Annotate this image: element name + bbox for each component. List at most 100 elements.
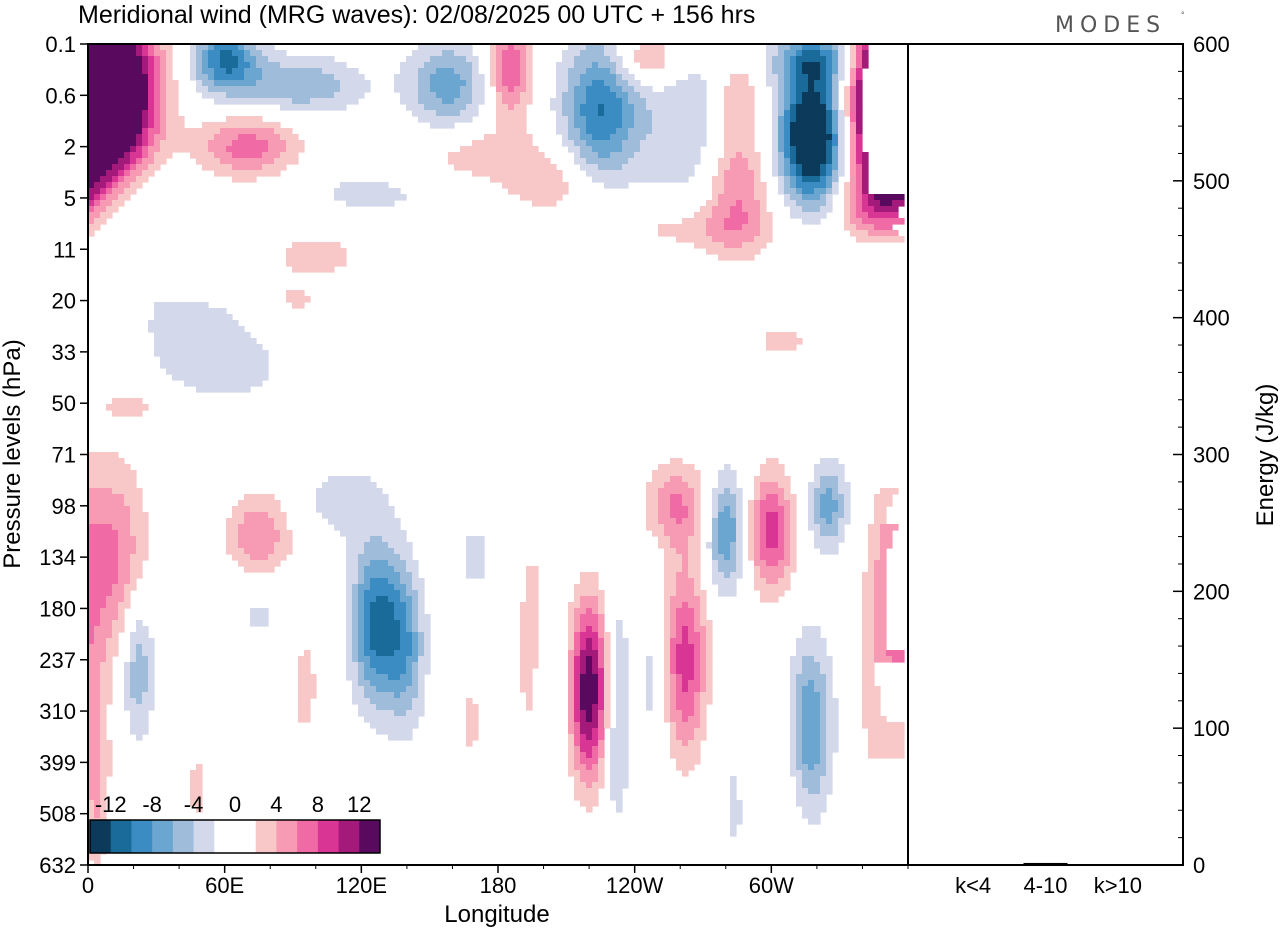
contour-cell (256, 134, 281, 141)
contour-cell (790, 98, 797, 105)
contour-cell (790, 164, 797, 171)
contour-cell (160, 80, 167, 87)
contour-cell (490, 74, 497, 81)
contour-cell (358, 656, 371, 663)
contour-cell (88, 110, 143, 117)
contour-cell (724, 146, 755, 153)
contour-cell (754, 494, 761, 501)
contour-cell (844, 506, 851, 513)
contour-cell (712, 536, 719, 543)
contour-cell (124, 152, 131, 159)
contour-cell (628, 128, 653, 135)
contour-cell (520, 644, 539, 651)
contour-cell (496, 122, 527, 129)
contour-cell (502, 182, 569, 189)
contour-cell (136, 644, 143, 651)
contour-cell (514, 44, 527, 51)
contour-cell (802, 776, 821, 783)
contour-cell (352, 614, 359, 621)
contour-cell (166, 128, 221, 135)
contour-cell (850, 74, 857, 81)
contour-cell (88, 794, 101, 801)
contour-cell (400, 692, 419, 699)
contour-cell (784, 158, 791, 165)
contour-cell (574, 656, 581, 663)
contour-cell (748, 536, 755, 543)
contour-cell (490, 56, 497, 63)
contour-cell (676, 644, 695, 651)
contour-cell (832, 128, 839, 135)
colorbar: -12 -8 -4 0 4 8 12 (89, 792, 381, 854)
contour-cell (94, 860, 101, 865)
contour-cell (346, 554, 359, 561)
contour-cell (250, 554, 269, 561)
contour-cell (760, 212, 773, 219)
contour-cell (136, 50, 143, 57)
contour-cell (88, 662, 101, 669)
contour-cell (616, 686, 629, 693)
contour-cell (850, 122, 857, 129)
contour-cell (490, 62, 497, 69)
contour-cell (610, 752, 629, 759)
contour-cell (574, 110, 581, 117)
contour-cell (682, 602, 689, 609)
contour-cell (790, 74, 797, 81)
contour-cell (466, 536, 485, 543)
contour-cell (736, 506, 743, 513)
y-axis-label: Pressure levels (hPa) (0, 339, 26, 568)
contour-cell (754, 512, 761, 519)
contour-cell (856, 182, 863, 189)
contour-cell (88, 686, 101, 693)
contour-cell (88, 176, 101, 183)
contour-cell (322, 68, 359, 75)
contour-cell (502, 98, 521, 105)
contour-cell (826, 164, 833, 171)
colorbar-swatch (255, 820, 277, 853)
contour-cell (820, 722, 827, 729)
contour-cell (730, 830, 737, 837)
contour-cell (460, 110, 479, 117)
contour-cell (520, 662, 539, 669)
contour-cell (94, 626, 113, 633)
contour-cell (844, 218, 851, 225)
contour-cell (520, 50, 527, 57)
contour-cell (682, 770, 689, 777)
contour-cell (712, 236, 755, 243)
contour-cell (868, 752, 905, 759)
contour-cell (580, 632, 599, 639)
contour-cell (790, 704, 797, 711)
contour-cell (598, 638, 605, 645)
contour-cell (154, 308, 227, 315)
contour-cell (658, 464, 695, 471)
contour-cell (664, 704, 671, 711)
contour-cell (352, 686, 365, 693)
contour-cell (694, 530, 701, 537)
contour-cell (340, 530, 407, 537)
contour-cell (706, 626, 713, 633)
contour-cell (238, 62, 251, 69)
contour-cell (418, 602, 425, 609)
contour-cell (856, 74, 863, 81)
contour-cell (88, 560, 119, 567)
contour-cell (208, 44, 215, 51)
contour-cell (772, 158, 779, 165)
contour-cell (472, 80, 485, 87)
contour-cell (826, 728, 839, 735)
contour-cell (472, 68, 479, 75)
contour-cell (598, 602, 605, 609)
contour-cell (574, 704, 581, 711)
contour-cell (862, 170, 869, 177)
contour-cell (700, 596, 707, 603)
contour-cell (814, 680, 827, 687)
contour-cell (388, 734, 413, 741)
contour-cell (598, 740, 605, 747)
contour-cell (892, 656, 905, 663)
contour-cell (352, 608, 359, 615)
contour-cell (790, 44, 803, 51)
pressure-axis: 0.10.62511203350719813418023731039950863… (39, 32, 88, 878)
contour-cell (796, 776, 803, 783)
contour-cell (556, 128, 569, 135)
contour-cell (856, 206, 863, 213)
contour-cell (754, 170, 761, 177)
contour-cell (832, 68, 839, 75)
